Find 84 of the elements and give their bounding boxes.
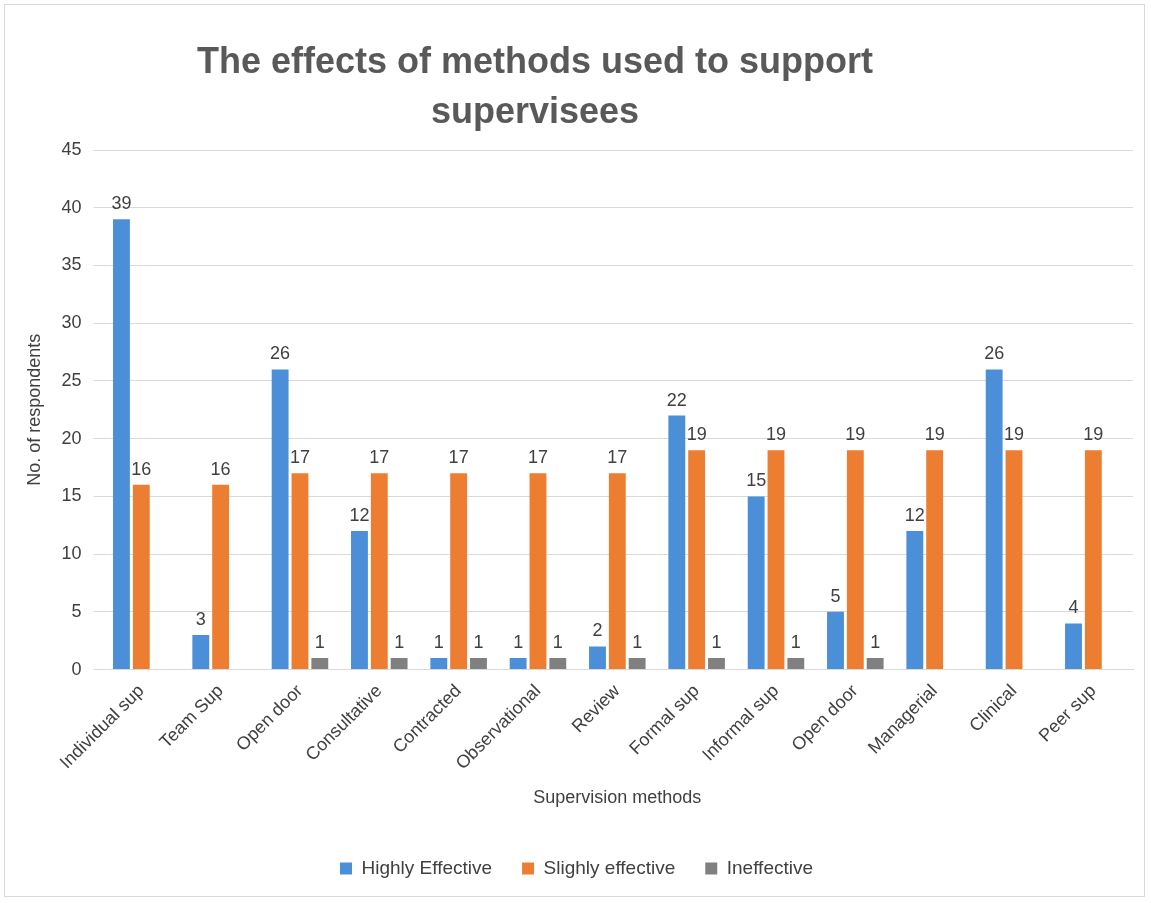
bar <box>767 450 785 670</box>
bar <box>529 473 547 670</box>
y-tick-label: 15 <box>61 485 82 506</box>
data-label: 1 <box>711 632 722 653</box>
bar <box>866 658 884 670</box>
bar <box>271 369 289 670</box>
bar <box>668 415 686 670</box>
bar <box>688 450 706 670</box>
data-label: 12 <box>349 505 370 526</box>
bar <box>589 646 606 670</box>
bar <box>549 658 567 670</box>
bar <box>906 531 924 670</box>
bar <box>926 450 944 670</box>
y-tick-label: 30 <box>61 312 82 333</box>
bar <box>747 496 765 670</box>
data-label: 17 <box>527 447 548 468</box>
bar <box>1005 450 1023 670</box>
bar <box>827 611 844 670</box>
bar <box>608 473 626 670</box>
bar <box>311 658 329 670</box>
data-label: 12 <box>904 505 925 526</box>
data-label: 1 <box>790 632 801 653</box>
data-label: 1 <box>314 632 325 653</box>
bar <box>509 658 527 670</box>
data-label: 19 <box>765 424 786 445</box>
bar <box>628 658 646 670</box>
data-label: 19 <box>845 424 866 445</box>
bar <box>132 484 150 670</box>
bar <box>192 634 210 670</box>
bar <box>846 450 864 670</box>
y-tick-label: 25 <box>61 369 82 390</box>
data-label: 19 <box>924 424 945 445</box>
bar <box>212 484 230 670</box>
bar <box>1084 450 1102 670</box>
data-label: 16 <box>131 458 152 479</box>
data-label: 19 <box>1003 424 1025 445</box>
y-tick-label: 0 <box>71 658 82 679</box>
data-label: 17 <box>448 447 469 468</box>
data-label: 1 <box>632 632 643 653</box>
chart-title: The effects of methods used to support supervisees <box>195 39 874 133</box>
data-label: 15 <box>746 470 767 491</box>
bar <box>370 473 388 670</box>
y-tick-label: 35 <box>61 254 82 275</box>
data-label: 1 <box>394 632 405 653</box>
data-label: 3 <box>195 608 206 629</box>
bar <box>787 658 805 670</box>
y-tick-label: 20 <box>61 427 82 448</box>
data-label: 17 <box>369 447 390 468</box>
y-tick-label: 45 <box>61 138 82 159</box>
data-label: 19 <box>686 424 707 445</box>
data-label: 16 <box>210 458 231 479</box>
y-tick-label: 10 <box>61 543 82 564</box>
data-label: 4 <box>1068 597 1079 618</box>
y-tick-label: 40 <box>61 196 82 217</box>
bar <box>450 473 468 670</box>
legend-label: Ineffective <box>726 856 814 878</box>
data-label: 1 <box>433 632 444 653</box>
data-label: 39 <box>111 193 132 214</box>
y-tick-label: 5 <box>71 600 82 621</box>
bar <box>985 369 1003 670</box>
legend-label: Slighly effective <box>543 856 676 878</box>
bar <box>390 658 408 670</box>
y-axis-title: No. of respondents <box>23 333 44 486</box>
data-label: 1 <box>513 632 524 653</box>
data-label: 17 <box>289 447 310 468</box>
bar <box>708 658 725 670</box>
data-label: 2 <box>592 620 603 641</box>
bar <box>113 219 130 670</box>
x-axis-title: Supervision methods <box>533 787 702 808</box>
bar <box>351 531 368 670</box>
bar <box>1065 623 1082 670</box>
bar <box>291 473 309 670</box>
legend-label: Highly Effective <box>361 856 493 878</box>
data-label: 26 <box>984 343 1005 364</box>
bar <box>430 658 448 670</box>
data-label: 17 <box>607 447 628 468</box>
bar <box>470 658 487 670</box>
data-label: 1 <box>473 632 484 653</box>
data-label: 22 <box>666 389 687 410</box>
data-label: 19 <box>1083 424 1104 445</box>
data-label: 26 <box>270 343 291 364</box>
data-label: 1 <box>870 632 881 653</box>
data-label: 5 <box>830 585 841 606</box>
data-label: 1 <box>552 632 563 653</box>
